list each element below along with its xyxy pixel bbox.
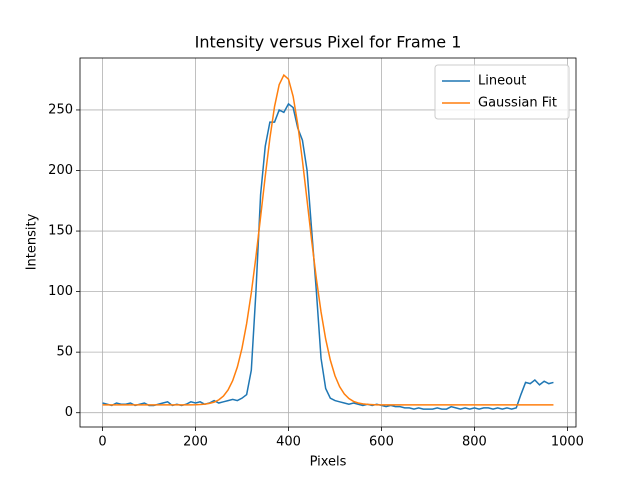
y-tick-label: 250 — [48, 102, 73, 117]
x-axis-label: Pixels — [310, 455, 347, 470]
legend-box — [434, 64, 570, 120]
chart-title: Intensity versus Pixel for Frame 1 — [195, 33, 462, 52]
line-series — [102, 73, 554, 406]
y-tick-label: 100 — [48, 284, 73, 299]
x-tick-label: 1000 — [551, 435, 584, 450]
x-tick-label: 0 — [98, 435, 106, 450]
x-tick-label: 400 — [276, 435, 301, 450]
x-tick-label: 800 — [462, 435, 487, 450]
legend-label: Gaussian Fit — [478, 96, 557, 111]
y-tick-label: 0 — [65, 405, 73, 420]
x-tick-label: 600 — [369, 435, 394, 450]
legend-label: Lineout — [478, 74, 526, 89]
x-tick-label: 200 — [183, 435, 208, 450]
y-tick-label: 200 — [48, 163, 73, 178]
y-tick-label: 150 — [48, 224, 73, 239]
y-tick-label: 50 — [56, 345, 73, 360]
y-axis-label: Intensity — [25, 213, 40, 270]
axes-frame — [79, 57, 577, 428]
